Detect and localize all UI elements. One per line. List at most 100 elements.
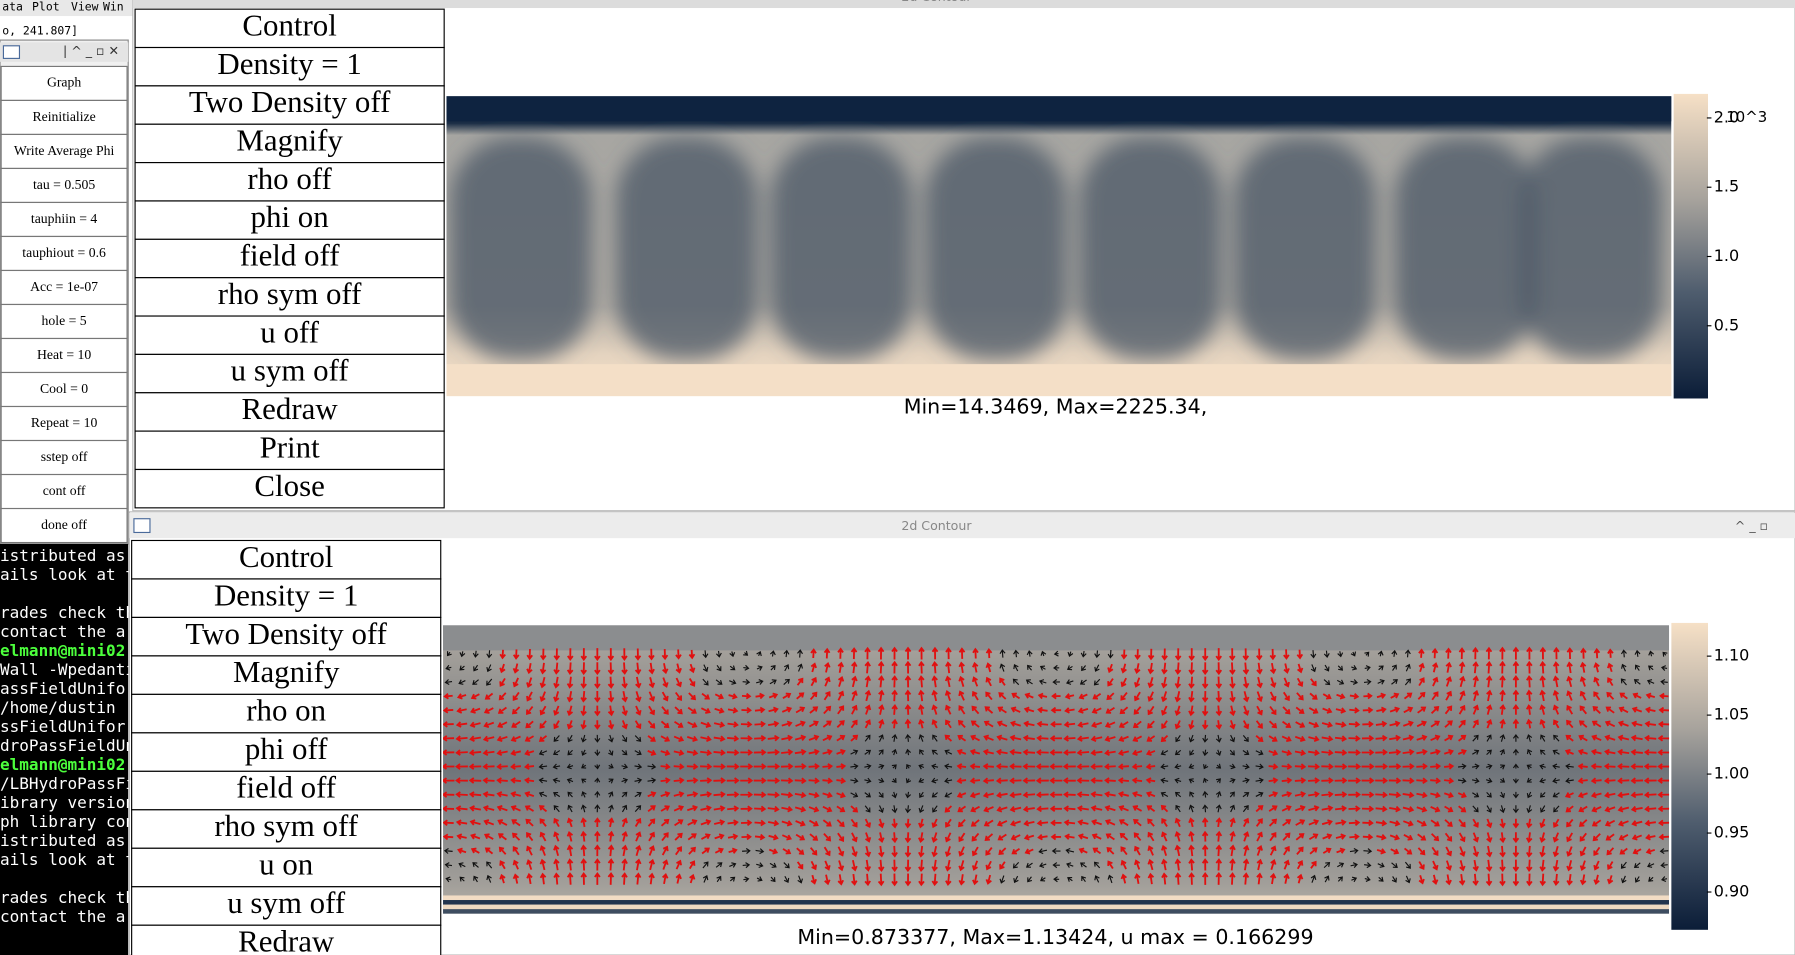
side-button[interactable] — [0, 473, 128, 510]
velocity-arrow — [1146, 735, 1156, 742]
window-controls[interactable]: | ^ _ ▫ ✕ — [63, 43, 119, 58]
velocity-arrow — [796, 861, 804, 870]
velocity-arrow — [1348, 819, 1361, 826]
velocity-arrow — [1553, 734, 1560, 742]
velocity-arrow — [822, 763, 834, 770]
control-button[interactable] — [134, 85, 445, 125]
control-button[interactable] — [131, 732, 442, 772]
velocity-arrow — [754, 706, 766, 714]
side-button[interactable] — [0, 235, 128, 272]
velocity-arrow — [1603, 777, 1616, 784]
side-button[interactable] — [0, 507, 128, 544]
velocity-arrow — [1526, 646, 1533, 660]
velocity-arrow — [1539, 675, 1546, 688]
velocity-arrow — [468, 777, 482, 784]
velocity-arrow — [526, 859, 533, 870]
velocity-arrow — [1118, 819, 1129, 827]
control-button[interactable] — [134, 353, 445, 394]
window-controls[interactable]: ^ _ ▫ — [1735, 518, 1768, 533]
velocity-arrow — [1281, 791, 1293, 798]
velocity-arrow — [1512, 805, 1519, 814]
control-button[interactable] — [131, 616, 442, 657]
side-button[interactable] — [0, 99, 128, 136]
control-button[interactable] — [134, 315, 445, 355]
velocity-arrow — [714, 707, 725, 714]
side-button[interactable] — [0, 439, 128, 476]
control-button[interactable] — [134, 8, 445, 49]
control-button[interactable] — [131, 655, 442, 695]
velocity-arrow — [1660, 679, 1668, 685]
velocity-arrow — [1593, 874, 1600, 886]
velocity-arrow — [1539, 873, 1547, 887]
control-button[interactable] — [134, 162, 445, 202]
velocity-arrow — [957, 719, 966, 729]
velocity-arrow — [864, 689, 872, 702]
velocity-arrow — [767, 820, 780, 827]
velocity-arrow — [972, 661, 979, 673]
velocity-arrow — [459, 651, 466, 658]
velocity-arrow — [1281, 763, 1293, 770]
velocity-arrow — [1117, 777, 1130, 784]
velocity-arrow — [1077, 721, 1089, 728]
control-button[interactable] — [131, 578, 442, 619]
control-button[interactable] — [131, 809, 442, 849]
menu-item[interactable]: ata — [2, 0, 23, 13]
control-button[interactable] — [134, 238, 445, 279]
velocity-arrow — [1336, 693, 1346, 700]
velocity-arrow — [1512, 859, 1520, 873]
velocity-arrow — [594, 790, 601, 798]
velocity-arrow — [1376, 692, 1387, 699]
velocity-arrow — [770, 665, 776, 671]
velocity-arrow — [985, 676, 992, 687]
velocity-arrow — [1242, 777, 1250, 784]
velocity-arrow — [1391, 679, 1398, 685]
menu-item[interactable]: Plot — [32, 0, 60, 13]
velocity-arrow — [1472, 792, 1480, 798]
velocity-arrow — [932, 734, 938, 742]
velocity-arrow — [729, 876, 736, 882]
velocity-arrow — [1337, 665, 1344, 671]
velocity-arrow — [1104, 749, 1116, 757]
velocity-arrow — [996, 748, 1008, 756]
menu-item[interactable]: Win — [103, 0, 124, 13]
velocity-arrow — [1391, 862, 1398, 869]
side-button[interactable] — [0, 269, 128, 306]
velocity-arrow — [783, 678, 790, 685]
control-button[interactable] — [131, 539, 442, 580]
velocity-arrow — [1644, 819, 1656, 827]
velocity-arrow — [1486, 718, 1493, 729]
velocity-arrow — [956, 748, 967, 756]
side-button[interactable] — [0, 405, 128, 442]
velocity-arrow — [473, 875, 479, 883]
colorbar — [1673, 93, 1708, 399]
velocity-arrow — [1632, 692, 1642, 699]
control-button[interactable] — [134, 200, 445, 240]
velocity-arrow — [1525, 704, 1533, 715]
velocity-arrow — [1348, 763, 1362, 770]
velocity-arrow — [1295, 819, 1306, 826]
control-button[interactable] — [134, 430, 445, 471]
velocity-arrow — [648, 831, 656, 842]
side-button[interactable] — [0, 303, 128, 340]
velocity-arrow — [985, 860, 992, 871]
velocity-arrow — [1363, 679, 1372, 685]
menu-item[interactable]: View — [71, 0, 99, 13]
velocity-arrow — [608, 778, 614, 784]
velocity-arrow — [918, 660, 925, 674]
control-button[interactable] — [134, 468, 445, 509]
density-heatmap — [446, 96, 1672, 397]
velocity-arrow — [1336, 679, 1345, 685]
side-button[interactable] — [0, 337, 128, 374]
colorbar — [1671, 622, 1708, 930]
side-button[interactable] — [0, 65, 128, 101]
velocity-arrow — [767, 777, 781, 784]
velocity-arrow — [1375, 777, 1389, 784]
control-button[interactable] — [134, 123, 445, 164]
control-button[interactable] — [131, 924, 442, 955]
velocity-arrow — [594, 858, 601, 871]
velocity-arrow — [904, 859, 912, 873]
control-button[interactable] — [131, 770, 442, 811]
velocity-arrow — [1591, 720, 1602, 728]
velocity-arrow — [1215, 705, 1223, 717]
velocity-arrow — [1201, 705, 1209, 717]
